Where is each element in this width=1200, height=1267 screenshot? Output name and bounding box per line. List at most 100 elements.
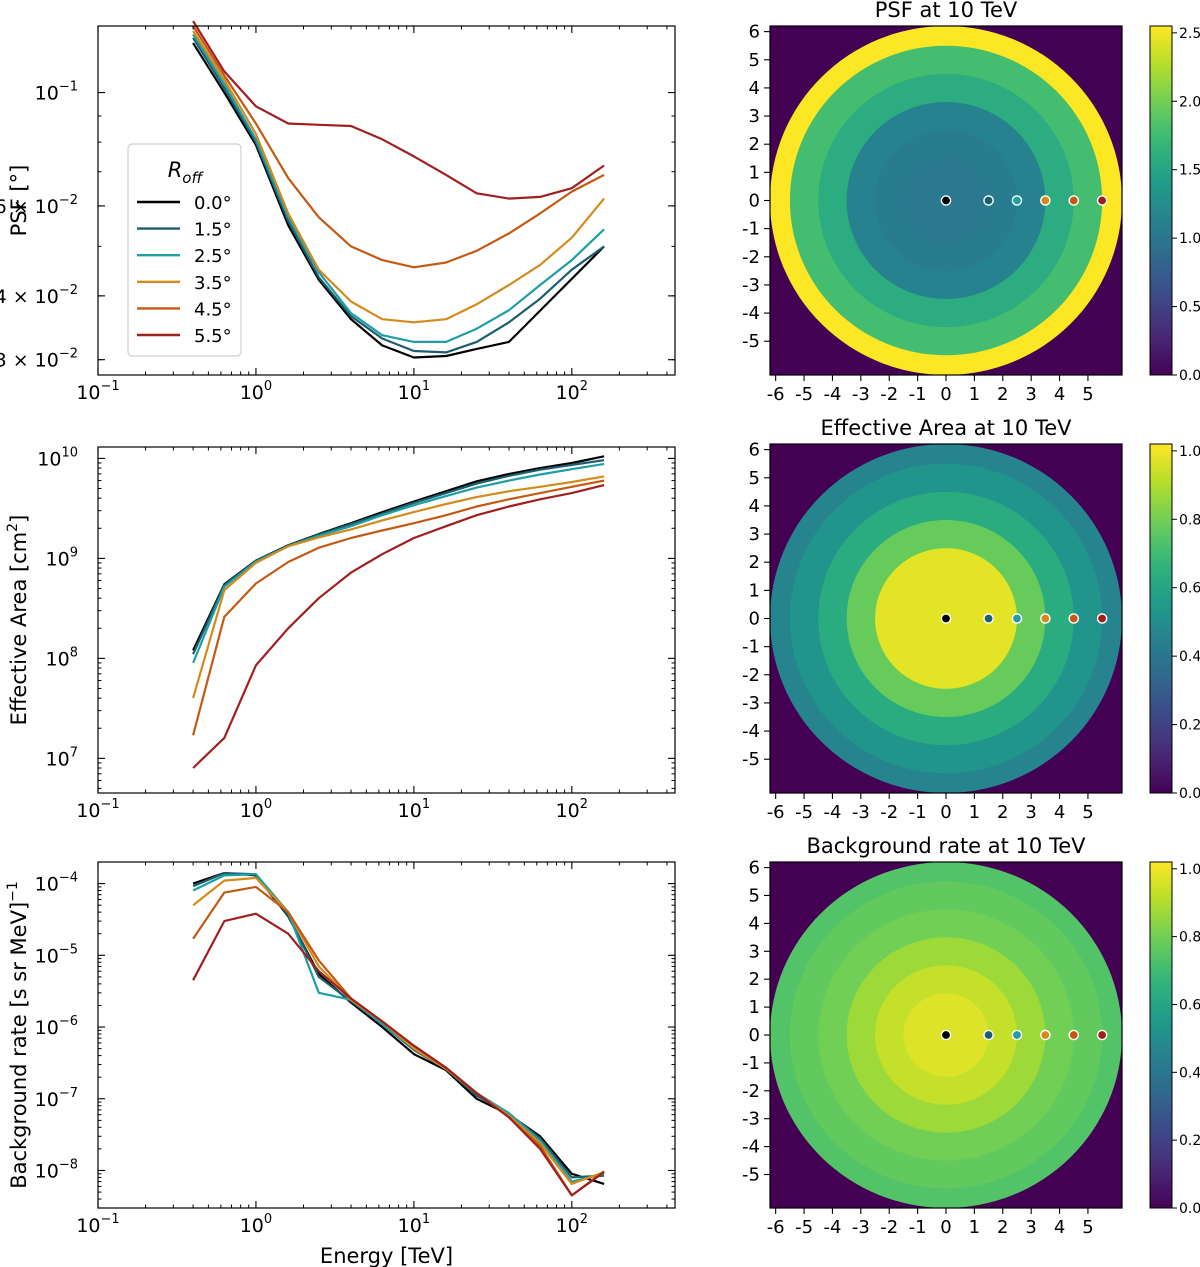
colorbar [1149, 443, 1173, 794]
y-tick-label: -1 [742, 1053, 760, 1074]
plot-frame [97, 25, 676, 376]
y-tick-label: 109 [46, 545, 78, 570]
y-tick-label: 3 × 10−2 [0, 347, 78, 372]
x-tick-label: 5 [1082, 802, 1093, 823]
y-tick-label: 6 [749, 440, 760, 461]
offset-marker-1 [983, 195, 994, 206]
x-tick-label: 5 [1082, 1217, 1093, 1238]
x-tick-label: 10−1 [76, 797, 119, 822]
offset-marker-3 [1040, 1029, 1051, 1041]
plot-frame [769, 443, 1123, 794]
y-axis-label: PSF [°] [7, 165, 31, 237]
y-tick-label: 4 × 10−2 [0, 283, 78, 308]
colorbar-tick-label: 0.6 [1179, 581, 1200, 597]
colorbar-tick-label: 1.0 [1179, 862, 1200, 878]
x-tick-label: 2 [997, 384, 1008, 405]
legend-entry-4: 4.5° [194, 299, 232, 320]
chart-bkg: 10−1 100 101 102 10−8 10−7 10−6 10−5 10−4Backgro… [5, 861, 676, 1267]
y-tick-label: -4 [742, 721, 760, 742]
x-tick-label: 2 [997, 802, 1008, 823]
colorbar-tick-label: 2.5 [1179, 26, 1200, 42]
x-tick-label: -4 [823, 802, 841, 823]
offset-marker-1 [983, 1029, 994, 1041]
chart-map_aeff: -6 -5 -4 -3 -2 -1 0 1 2 3 4 5-5-4-3-2-10123456Effec… [742, 416, 1200, 823]
x-tick-label: -4 [823, 1217, 841, 1238]
x-tick-label: -6 [767, 802, 785, 823]
y-tick-label: 0 [749, 191, 760, 212]
x-tick-label: 5 [1082, 384, 1093, 405]
legend-title: Roff [168, 158, 205, 187]
x-tick-label: 2 [997, 1217, 1008, 1238]
series-line-psf-0 [192, 42, 605, 359]
offset-marker-2 [1011, 195, 1023, 206]
colorbar [1149, 861, 1173, 1209]
y-axis-label: Effective Area [cm2] [5, 515, 31, 726]
x-tick-label: 3 [1025, 1217, 1036, 1238]
colorbar [1149, 25, 1173, 376]
legend-box [127, 143, 242, 357]
offset-marker-5 [1096, 195, 1108, 206]
y-tick-label: 4 [749, 496, 760, 517]
legend-entry-2: 2.5° [194, 246, 232, 267]
x-tick-label: -4 [823, 384, 841, 405]
colorbar-tick-label: 0.0 [1179, 368, 1200, 384]
x-tick-label: 100 [240, 379, 272, 404]
x-tick-label: -3 [852, 802, 870, 823]
x-tick-label: 100 [240, 1212, 272, 1237]
y-tick-label: 10−4 [35, 871, 78, 896]
colorbar-tick-label: 2.0 [1179, 94, 1200, 110]
colorbar-tick-label: 0.0 [1179, 786, 1200, 802]
x-tick-label: 3 [1025, 802, 1036, 823]
offset-marker-0 [940, 195, 952, 206]
x-tick-label: -5 [795, 802, 813, 823]
map-title: Effective Area at 10 TeV [820, 416, 1072, 440]
colorbar-tick-label: 0.8 [1179, 930, 1200, 946]
colorbar-tick-label: 0.0 [1179, 1201, 1200, 1217]
plot-frame [769, 25, 1123, 376]
offset-marker-5 [1096, 1029, 1108, 1041]
x-tick-label: -1 [909, 802, 927, 823]
y-tick-label: -5 [742, 331, 760, 352]
x-tick-label: 100 [240, 797, 272, 822]
x-tick-label: 101 [398, 379, 430, 404]
offset-marker-4 [1068, 613, 1080, 624]
offset-marker-2 [1011, 1029, 1023, 1041]
y-tick-label: -4 [742, 303, 760, 324]
x-tick-label: 4 [1054, 1217, 1065, 1238]
series-line-psf-3 [192, 30, 605, 324]
y-tick-label: 4 [749, 78, 760, 99]
offset-marker-0 [940, 1029, 952, 1041]
x-tick-label: -3 [852, 384, 870, 405]
y-tick-label: 10−8 [35, 1157, 78, 1182]
y-tick-label: -2 [742, 1081, 760, 1102]
y-tick-label: 0 [749, 609, 760, 630]
x-tick-label: 4 [1054, 802, 1065, 823]
x-tick-label: 101 [398, 797, 430, 822]
x-axis-label: Energy [TeV] [320, 1244, 453, 1267]
offset-marker-1 [983, 613, 994, 624]
offset-marker-2 [1011, 613, 1023, 624]
series-line-bkg-5 [192, 912, 605, 1197]
y-tick-label: -1 [742, 219, 760, 240]
x-tick-label: 1 [969, 802, 980, 823]
series-line-psf-5 [192, 20, 605, 200]
y-tick-label: 3 [749, 941, 760, 962]
y-axis-label: Background rate [s sr MeV]−1 [5, 881, 31, 1189]
chart-map_bkg: -6 -5 -4 -3 -2 -1 0 1 2 3 4 5-5-4-3-2-10123456Backg… [742, 834, 1200, 1238]
legend-entry-3: 3.5° [194, 273, 232, 294]
x-tick-label: -3 [852, 1217, 870, 1238]
colorbar-tick-label: 1.0 [1179, 231, 1200, 247]
y-tick-label: 107 [46, 745, 78, 770]
x-tick-label: 10−1 [76, 379, 119, 404]
y-tick-label: 6 × 10−2 [0, 193, 78, 218]
x-tick-label: 1 [969, 384, 980, 405]
x-tick-label: 0 [940, 1217, 951, 1238]
y-tick-label: 1 [749, 580, 760, 601]
y-tick-label: -4 [742, 1137, 760, 1158]
y-tick-label: -3 [742, 693, 760, 714]
plot-frame [97, 861, 676, 1209]
chart-psf: 10−1 100 101 102 3 × 10−2 4 × 10−2 6 × 10−2 10−… [0, 20, 676, 404]
colorbar-tick-label: 0.4 [1179, 649, 1200, 665]
y-tick-label: 1010 [37, 445, 78, 470]
